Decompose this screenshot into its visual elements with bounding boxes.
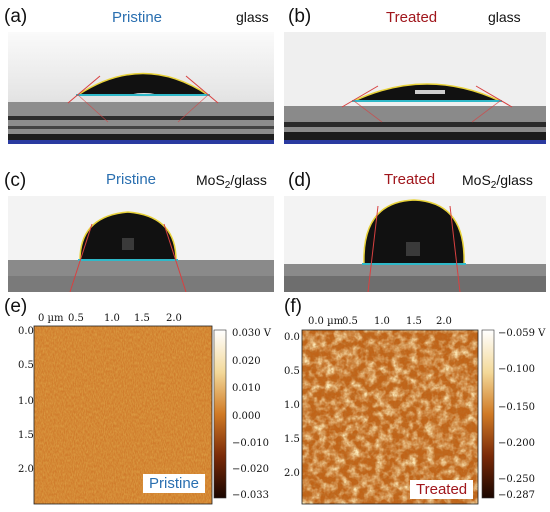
panel-b-substrate: glass <box>488 9 521 25</box>
panel-letter-a: (a) <box>4 6 28 27</box>
svg-text:−0.010: −0.010 <box>232 438 269 449</box>
svg-text:−0.059 V: −0.059 V <box>498 328 546 339</box>
svg-text:−0.020: −0.020 <box>232 464 269 475</box>
kpfm-map-f: 0.0 µm 0.5 1.0 1.5 2.0 0.0 0.5 1.0 1.5 2… <box>284 316 546 505</box>
colorbar-labels-e: 0.030 V 0.020 0.010 0.000 −0.010 −0.020 … <box>232 328 272 501</box>
svg-text:1.5: 1.5 <box>18 430 34 441</box>
svg-text:1.5: 1.5 <box>406 316 422 327</box>
panel-b-condition: Treated <box>386 9 438 26</box>
svg-text:−0.150: −0.150 <box>498 402 535 413</box>
y-tick-labels-f: 0.0 0.5 1.0 1.5 2.0 <box>284 332 300 479</box>
panel-letter-d: (d) <box>288 170 312 191</box>
svg-text:1.0: 1.0 <box>18 396 34 407</box>
kpfm-map-e: 0 µm 0.5 1.0 1.5 2.0 0.0 0.5 1.0 1.5 2.0… <box>18 313 272 505</box>
svg-text:0.0: 0.0 <box>18 326 34 337</box>
svg-text:0.5: 0.5 <box>18 360 34 371</box>
panel-d-condition: Treated <box>384 171 436 188</box>
panel-c-condition: Pristine <box>106 171 157 188</box>
colorbar-labels-f: −0.059 V −0.100 −0.150 −0.200 −0.250 −0.… <box>498 328 546 501</box>
svg-text:−0.250: −0.250 <box>498 474 535 485</box>
svg-text:2.0: 2.0 <box>18 464 34 475</box>
svg-text:1.0: 1.0 <box>104 313 120 324</box>
svg-text:0.010: 0.010 <box>232 383 261 394</box>
svg-text:2.0: 2.0 <box>284 468 300 479</box>
panel-letter-c: (c) <box>4 170 27 191</box>
svg-text:0.0: 0.0 <box>284 332 300 343</box>
svg-text:−0.200: −0.200 <box>498 438 535 449</box>
svg-text:1.5: 1.5 <box>284 434 300 445</box>
svg-text:0 µm: 0 µm <box>38 313 64 324</box>
svg-text:1.5: 1.5 <box>134 313 150 324</box>
panel-letter-f: (f) <box>284 296 302 317</box>
svg-text:−0.100: −0.100 <box>498 364 535 375</box>
droplet-image-a <box>8 32 274 144</box>
svg-text:0.0 µm: 0.0 µm <box>308 316 344 327</box>
svg-text:2.0: 2.0 <box>166 313 182 324</box>
panel-c-substrate: MoS2/glass <box>196 172 267 191</box>
panel-letter-b: (b) <box>288 6 312 27</box>
svg-text:0.5: 0.5 <box>342 316 358 327</box>
svg-text:0.5: 0.5 <box>68 313 84 324</box>
svg-text:−0.287: −0.287 <box>498 490 535 501</box>
svg-text:1.0: 1.0 <box>284 400 300 411</box>
panel-d-substrate: MoS2/glass <box>462 172 533 191</box>
panel-a-substrate: glass <box>236 9 269 25</box>
panel-a-condition: Pristine <box>112 9 163 26</box>
svg-text:0.020: 0.020 <box>232 356 261 367</box>
afm-label-e: Pristine <box>143 474 206 493</box>
svg-text:0.5: 0.5 <box>284 366 300 377</box>
droplet-image-d <box>284 196 546 292</box>
svg-text:−0.033: −0.033 <box>232 490 269 501</box>
svg-text:1.0: 1.0 <box>374 316 390 327</box>
svg-text:0.030 V: 0.030 V <box>232 328 272 339</box>
droplet-image-b <box>284 32 546 144</box>
svg-text:0.000: 0.000 <box>232 411 261 422</box>
x-tick-labels-f: 0.0 µm 0.5 1.0 1.5 2.0 <box>308 316 452 327</box>
x-tick-labels-e: 0 µm 0.5 1.0 1.5 2.0 <box>38 313 182 324</box>
svg-text:2.0: 2.0 <box>436 316 452 327</box>
y-tick-labels-e: 0.0 0.5 1.0 1.5 2.0 <box>18 326 34 475</box>
droplet-image-c <box>8 196 274 292</box>
panel-letter-e: (e) <box>4 296 28 317</box>
afm-label-f: Treated <box>410 480 474 499</box>
